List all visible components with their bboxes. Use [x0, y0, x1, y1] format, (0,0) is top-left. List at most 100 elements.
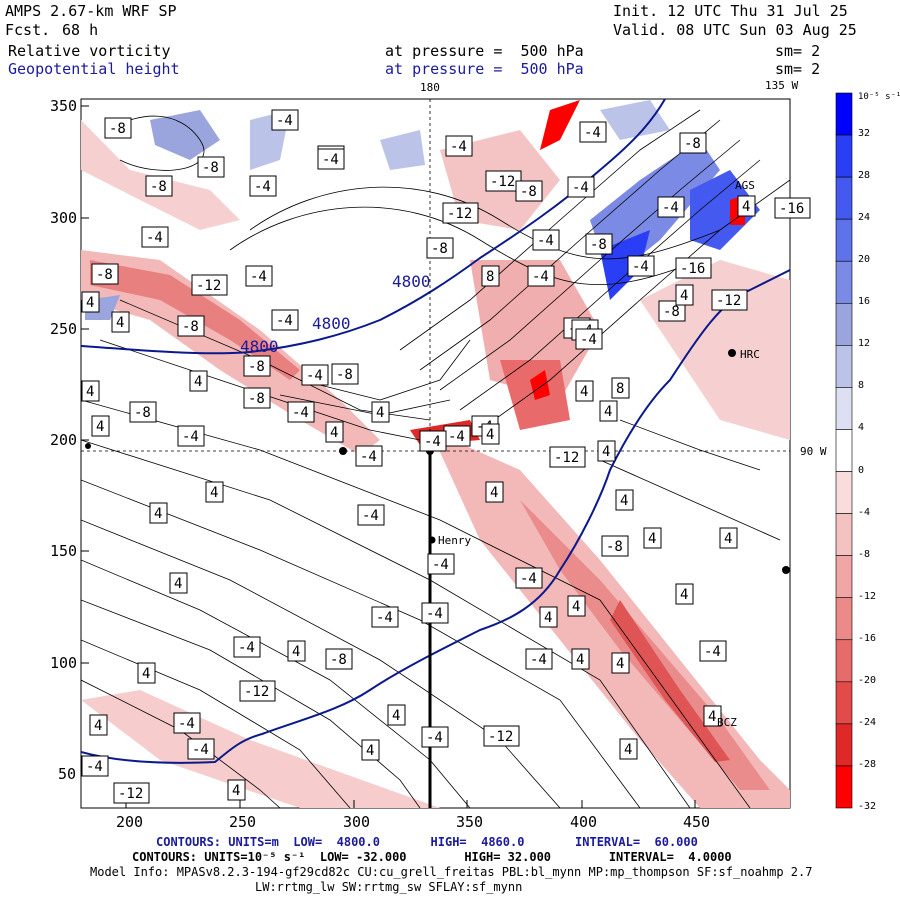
- vorticity-label-box: [287, 401, 315, 423]
- vorticity-label-box: [567, 176, 595, 198]
- vorticity-label-box: [287, 640, 306, 662]
- footer-height-contours: CONTOURS: UNITS=m LOW= 4800.0 HIGH= 4860…: [156, 835, 698, 849]
- colorbar-tick: 24: [858, 212, 871, 224]
- vorticity-label-text: -4: [238, 640, 255, 656]
- vorticity-label-text: -4: [432, 557, 449, 573]
- vorticity-label-box: [189, 370, 208, 392]
- colorbar-segment: [835, 513, 853, 556]
- vorticity-label-text: 4: [624, 742, 632, 758]
- vorticity-label-text: -8: [663, 304, 680, 320]
- vorticity-label-text: -16: [779, 201, 804, 217]
- colorbar-segment: [835, 176, 853, 220]
- vorticity-label-box: [421, 602, 449, 624]
- vorticity-label-text: -4: [182, 429, 199, 445]
- colorbar-tick: 32: [858, 128, 871, 140]
- vorticity-label-box: [679, 132, 707, 154]
- vorticity-label-box: [527, 265, 555, 287]
- colorbar-segment: [835, 429, 853, 472]
- vorticity-label-text: -8: [431, 241, 448, 257]
- vorticity-label-box: [421, 726, 449, 748]
- vorticity-label-text: 4: [86, 384, 94, 400]
- colorbar-segment: [835, 134, 853, 178]
- y-tick-200: 200: [50, 431, 78, 449]
- vorticity-label-box: [445, 135, 473, 157]
- vorticity-label-box: [177, 425, 205, 447]
- footer-physics-info: LW:rrtmg_lw SW:rrtmg_sw SFLAY:sf_mynn: [255, 880, 523, 894]
- vorticity-label-text: 8: [486, 269, 494, 285]
- vorticity-label-text: -4: [360, 449, 377, 465]
- smoothing-vorticity: sm= 2: [775, 42, 821, 60]
- vorticity-label-box: [111, 311, 130, 333]
- station-dot-hrc: [728, 349, 736, 357]
- vorticity-label-box: [481, 423, 500, 445]
- station-label-bcz: BCZ: [717, 716, 737, 729]
- vorticity-label-box: [357, 504, 385, 526]
- vorticity-label-box: [426, 237, 454, 259]
- colorbar-segment: [835, 639, 853, 683]
- vorticity-label-box: [187, 738, 215, 760]
- vorticity-label-text: -4: [376, 610, 393, 626]
- vorticity-label-box: [169, 572, 188, 594]
- footer-vorticity-contours: CONTOURS: UNITS=10⁻⁵ s⁻¹ LOW= -32.000 HI…: [132, 850, 732, 864]
- vorticity-label-box: [675, 257, 712, 279]
- colorbar-tick: -8: [858, 548, 871, 560]
- colorbar-segment: [835, 387, 853, 430]
- vorticity-label-text: -12: [196, 278, 221, 294]
- vorticity-label-text: -4: [250, 269, 267, 285]
- vorticity-label-box: [575, 380, 594, 402]
- vorticity-label-box: [129, 401, 157, 423]
- vorticity-label-text: 4: [116, 315, 124, 331]
- vorticity-label-box: [774, 197, 811, 219]
- vorticity-label-text: -12: [447, 206, 472, 222]
- vorticity-label-text: -4: [292, 405, 309, 421]
- vorticity-label-text: -12: [488, 729, 513, 745]
- vorticity-label-box: [89, 714, 108, 736]
- vorticity-label-box: [549, 446, 586, 468]
- colorbar-segment: [835, 471, 853, 514]
- vorticity-label-box: [483, 725, 520, 747]
- colorbar-segment: [835, 765, 853, 809]
- colorbar-unit: 10⁻⁵ s⁻¹: [858, 92, 900, 102]
- vorticity-label-text: -8: [182, 319, 199, 335]
- vorticity-label-box: [245, 265, 273, 287]
- vorticity-label-box: [191, 274, 228, 296]
- vorticity-label-text: 4: [154, 506, 162, 522]
- colorbar-tick: -12: [858, 590, 877, 602]
- vorticity-label-box: [91, 263, 119, 285]
- vorticity-label-text: 4: [486, 427, 494, 443]
- vorticity-label-text: -4: [322, 152, 339, 168]
- vorticity-label-box: [481, 265, 500, 287]
- vorticity-label-text: -4: [580, 332, 597, 348]
- colorbar-tick: 12: [858, 338, 871, 350]
- vorticity-label-box: [575, 328, 603, 350]
- vorticity-label-box: [719, 527, 738, 549]
- vorticity-label-text: 4: [616, 656, 624, 672]
- vorticity-label-box: [525, 648, 553, 670]
- vorticity-label-text: -4: [572, 180, 589, 196]
- vorticity-label-text: -8: [606, 539, 623, 555]
- height-label-4800-a: 4800: [392, 272, 431, 291]
- vorticity-label-text: 4: [604, 404, 612, 420]
- vorticity-label-box: [571, 648, 590, 670]
- vorticity-label-box: [371, 606, 399, 628]
- vorticity-label-box: [615, 489, 634, 511]
- vorticity-label-text: 4: [86, 295, 94, 311]
- vorticity-label-box: [249, 175, 277, 197]
- vorticity-label-text: 4: [580, 384, 588, 400]
- vorticity-label-box: [442, 202, 479, 224]
- vorticity-label-text: -4: [426, 606, 443, 622]
- vorticity-label-text: -4: [450, 139, 467, 155]
- height-contours: [81, 99, 790, 764]
- vorticity-label-box: [361, 739, 380, 761]
- vorticity-label-text: -8: [248, 359, 265, 375]
- vorticity-label-text: 4: [602, 444, 610, 460]
- x-tick-250: 250: [229, 813, 257, 831]
- colorbar-tick: -32: [858, 801, 877, 812]
- vorticity-label-box: [81, 755, 109, 777]
- x-tick-300: 300: [343, 813, 371, 831]
- vorticity-label-text: 4: [544, 610, 552, 626]
- vorticity-label-text: -4: [146, 230, 163, 246]
- vorticity-label-box: [539, 606, 558, 628]
- vorticity-label-text: 4: [210, 485, 218, 501]
- vorticity-label-box: [239, 680, 276, 702]
